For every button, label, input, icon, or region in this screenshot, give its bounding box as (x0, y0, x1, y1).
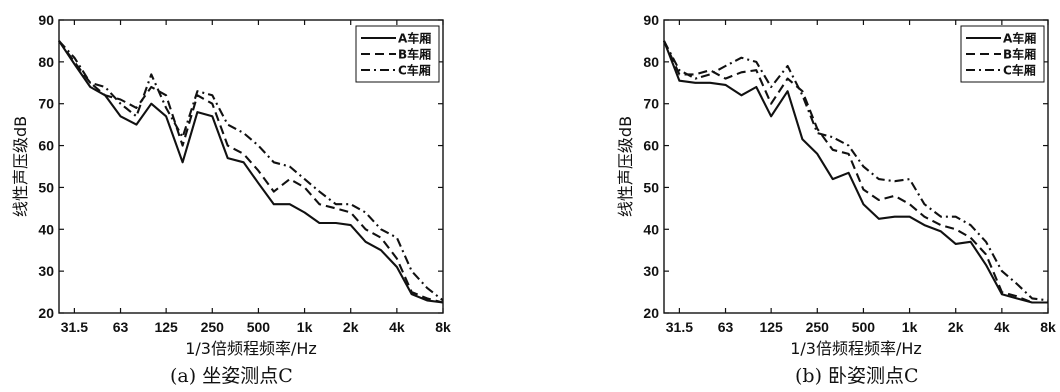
panel-b-xtick-label: 1k (902, 319, 918, 335)
panel-b-chart: 20 30 40 50 60 70 80 90 31.5 63 125 250 500 1k 2k 4k 8k A… (616, 12, 1056, 387)
panel-b-frame (663, 19, 1049, 314)
panel-b-ytick-label: 30 (643, 263, 659, 279)
panel-a-y-axis-label: 线性声压级dB (11, 116, 30, 217)
panel-b-xtick-label: 2k (948, 319, 964, 335)
panel-a-legend-label: C车厢 (398, 63, 431, 78)
panel-b-legend-label: A车厢 (1003, 31, 1036, 46)
panel-a-ytick-label: 20 (38, 305, 54, 321)
panel-a-chart: 20 30 40 50 60 70 80 90 31.5 63 125 250 500 1k 2k 4k 8k A… (11, 12, 451, 387)
panel-b-y-axis-label: 线性声压级dB (616, 116, 635, 217)
panel-a-series-a (58, 40, 444, 304)
panel-a-series-b (58, 40, 444, 304)
panel-b-ytick-label: 90 (643, 12, 659, 28)
panel-a-xtick-label: 8k (435, 319, 451, 335)
panel-b-ytick-label: 60 (643, 138, 659, 154)
panel-a-xtick-label: 2k (343, 319, 359, 335)
panel-a-ytick-label: 40 (38, 221, 54, 237)
panel-b-xtick-label: 8k (1040, 319, 1056, 335)
panel-b-caption: (b) 卧姿测点C (795, 365, 919, 387)
panel-a-xtick-label: 63 (113, 319, 129, 335)
panel-a-frame (58, 19, 444, 314)
panel-a-xtick-label: 1k (297, 319, 313, 335)
panel-a-ytick-label: 60 (38, 138, 54, 154)
panel-b-ytick-label: 50 (643, 179, 659, 195)
panel-a-xtick-label: 4k (389, 319, 405, 335)
panel-b-ytick-label: 20 (643, 305, 659, 321)
panel-a-ytick-label: 90 (38, 12, 54, 28)
panel-b-xtick-label: 125 (759, 319, 783, 335)
panel-b-ytick-label: 70 (643, 96, 659, 112)
panel-a-legend-label: B车厢 (398, 47, 431, 62)
panel-a-legend-label: A车厢 (398, 31, 431, 46)
panel-a-series-c (58, 40, 444, 302)
panel-b-xtick-label: 250 (806, 319, 830, 335)
panel-b-ytick-label: 40 (643, 221, 659, 237)
panel-a-xtick-label: 500 (247, 319, 271, 335)
panel-a-ytick-label: 50 (38, 179, 54, 195)
panel-b-series-c (663, 40, 1049, 302)
panel-a-ytick-label: 70 (38, 96, 54, 112)
panel-a-x-axis-label: 1/3倍频程频率/Hz (185, 339, 317, 358)
panel-a-ytick-label: 80 (38, 54, 54, 70)
panel-a-xtick-label: 31.5 (61, 319, 88, 335)
panel-a-caption: (a) 坐姿测点C (170, 365, 293, 387)
panel-b-series-b (663, 40, 1048, 304)
panel-b-legend-label: B车厢 (1003, 47, 1036, 62)
panel-b-xtick-label: 4k (994, 319, 1010, 335)
panel-b-xtick-label: 63 (718, 319, 734, 335)
panel-b-xtick-label: 31.5 (666, 319, 693, 335)
panel-b-ytick-label: 80 (643, 54, 659, 70)
panel-a-xtick-label: 125 (154, 319, 178, 335)
panel-b-legend-label: C车厢 (1003, 63, 1036, 78)
panel-b-x-axis-label: 1/3倍频程频率/Hz (790, 339, 922, 358)
panel-a-xtick-label: 250 (201, 319, 225, 335)
panel-a-ytick-label: 30 (38, 263, 54, 279)
panel-b-series-a (663, 40, 1048, 304)
panel-b-xtick-label: 500 (852, 319, 876, 335)
